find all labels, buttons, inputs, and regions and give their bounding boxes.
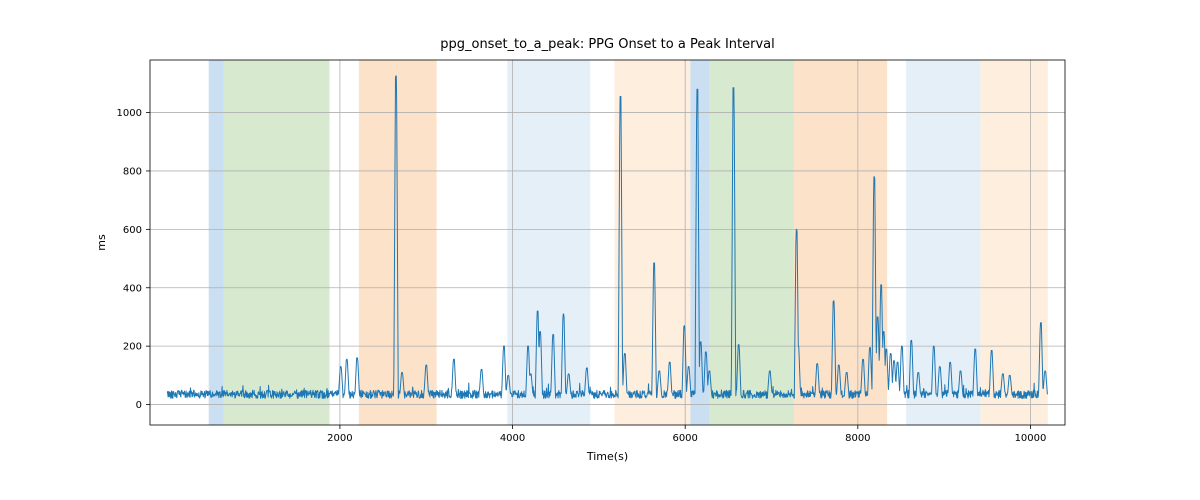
- x-tick-label: 8000: [845, 433, 870, 444]
- y-ticks: 0 200 400 600 800 1000: [117, 108, 150, 411]
- chart-title: ppg_onset_to_a_peak: PPG Onset to a Peak…: [440, 37, 775, 52]
- shaded-region: [209, 60, 224, 425]
- x-tick-label: 4000: [500, 433, 525, 444]
- shaded-region: [507, 60, 590, 425]
- x-axis-label: Time(s): [586, 450, 628, 463]
- ppg-chart: ppg_onset_to_a_peak: PPG Onset to a Peak…: [0, 0, 1200, 500]
- x-tick-label: 6000: [672, 433, 697, 444]
- y-axis-label: ms: [95, 234, 108, 251]
- y-tick-label: 200: [123, 342, 142, 353]
- x-ticks: 2000 4000 6000 8000 10000: [327, 425, 1046, 444]
- shaded-region: [223, 60, 329, 425]
- x-tick-label: 2000: [327, 433, 352, 444]
- y-tick-label: 0: [136, 400, 142, 411]
- y-tick-label: 600: [123, 225, 142, 236]
- y-tick-label: 800: [123, 166, 142, 177]
- shaded-region: [690, 60, 709, 425]
- shaded-region: [906, 60, 980, 425]
- plot-area: 2000 4000 6000 8000 10000 0 200 400 600 800 1000: [117, 60, 1065, 444]
- y-tick-label: 1000: [117, 108, 142, 119]
- x-tick-label: 10000: [1015, 433, 1047, 444]
- y-tick-label: 400: [123, 283, 142, 294]
- shaded-region: [709, 60, 794, 425]
